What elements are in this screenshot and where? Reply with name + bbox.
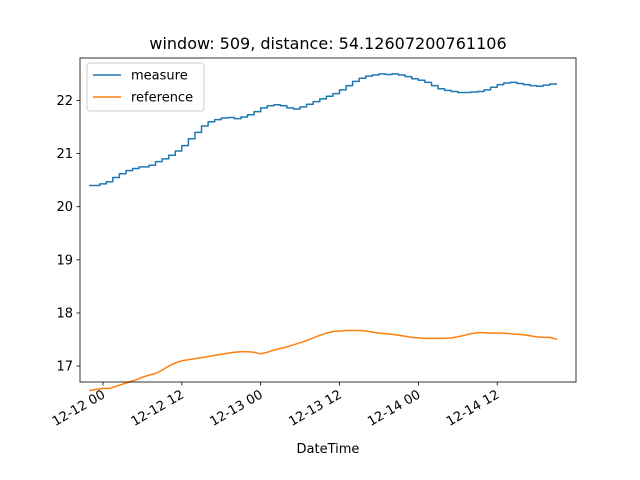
y-tick-label-17: 17 bbox=[56, 360, 73, 375]
x-axis-label: DateTime bbox=[297, 442, 360, 457]
chart-title: window: 509, distance: 54.12607200761106 bbox=[149, 34, 506, 53]
series-line-measure bbox=[89, 73, 558, 187]
axes-frame bbox=[79, 57, 577, 383]
legend-label-measure: measure bbox=[131, 69, 188, 84]
series-line-reference bbox=[89, 329, 558, 392]
series-layer bbox=[89, 73, 558, 392]
legend: measure reference bbox=[86, 62, 205, 112]
y-tick-label-22: 22 bbox=[56, 94, 73, 109]
y-tick-label-20: 20 bbox=[56, 200, 73, 215]
y-tick-label-19: 19 bbox=[56, 253, 73, 268]
legend-label-reference: reference bbox=[131, 91, 193, 106]
y-tick-label-21: 21 bbox=[56, 147, 73, 162]
y-tick-label-18: 18 bbox=[56, 306, 73, 321]
